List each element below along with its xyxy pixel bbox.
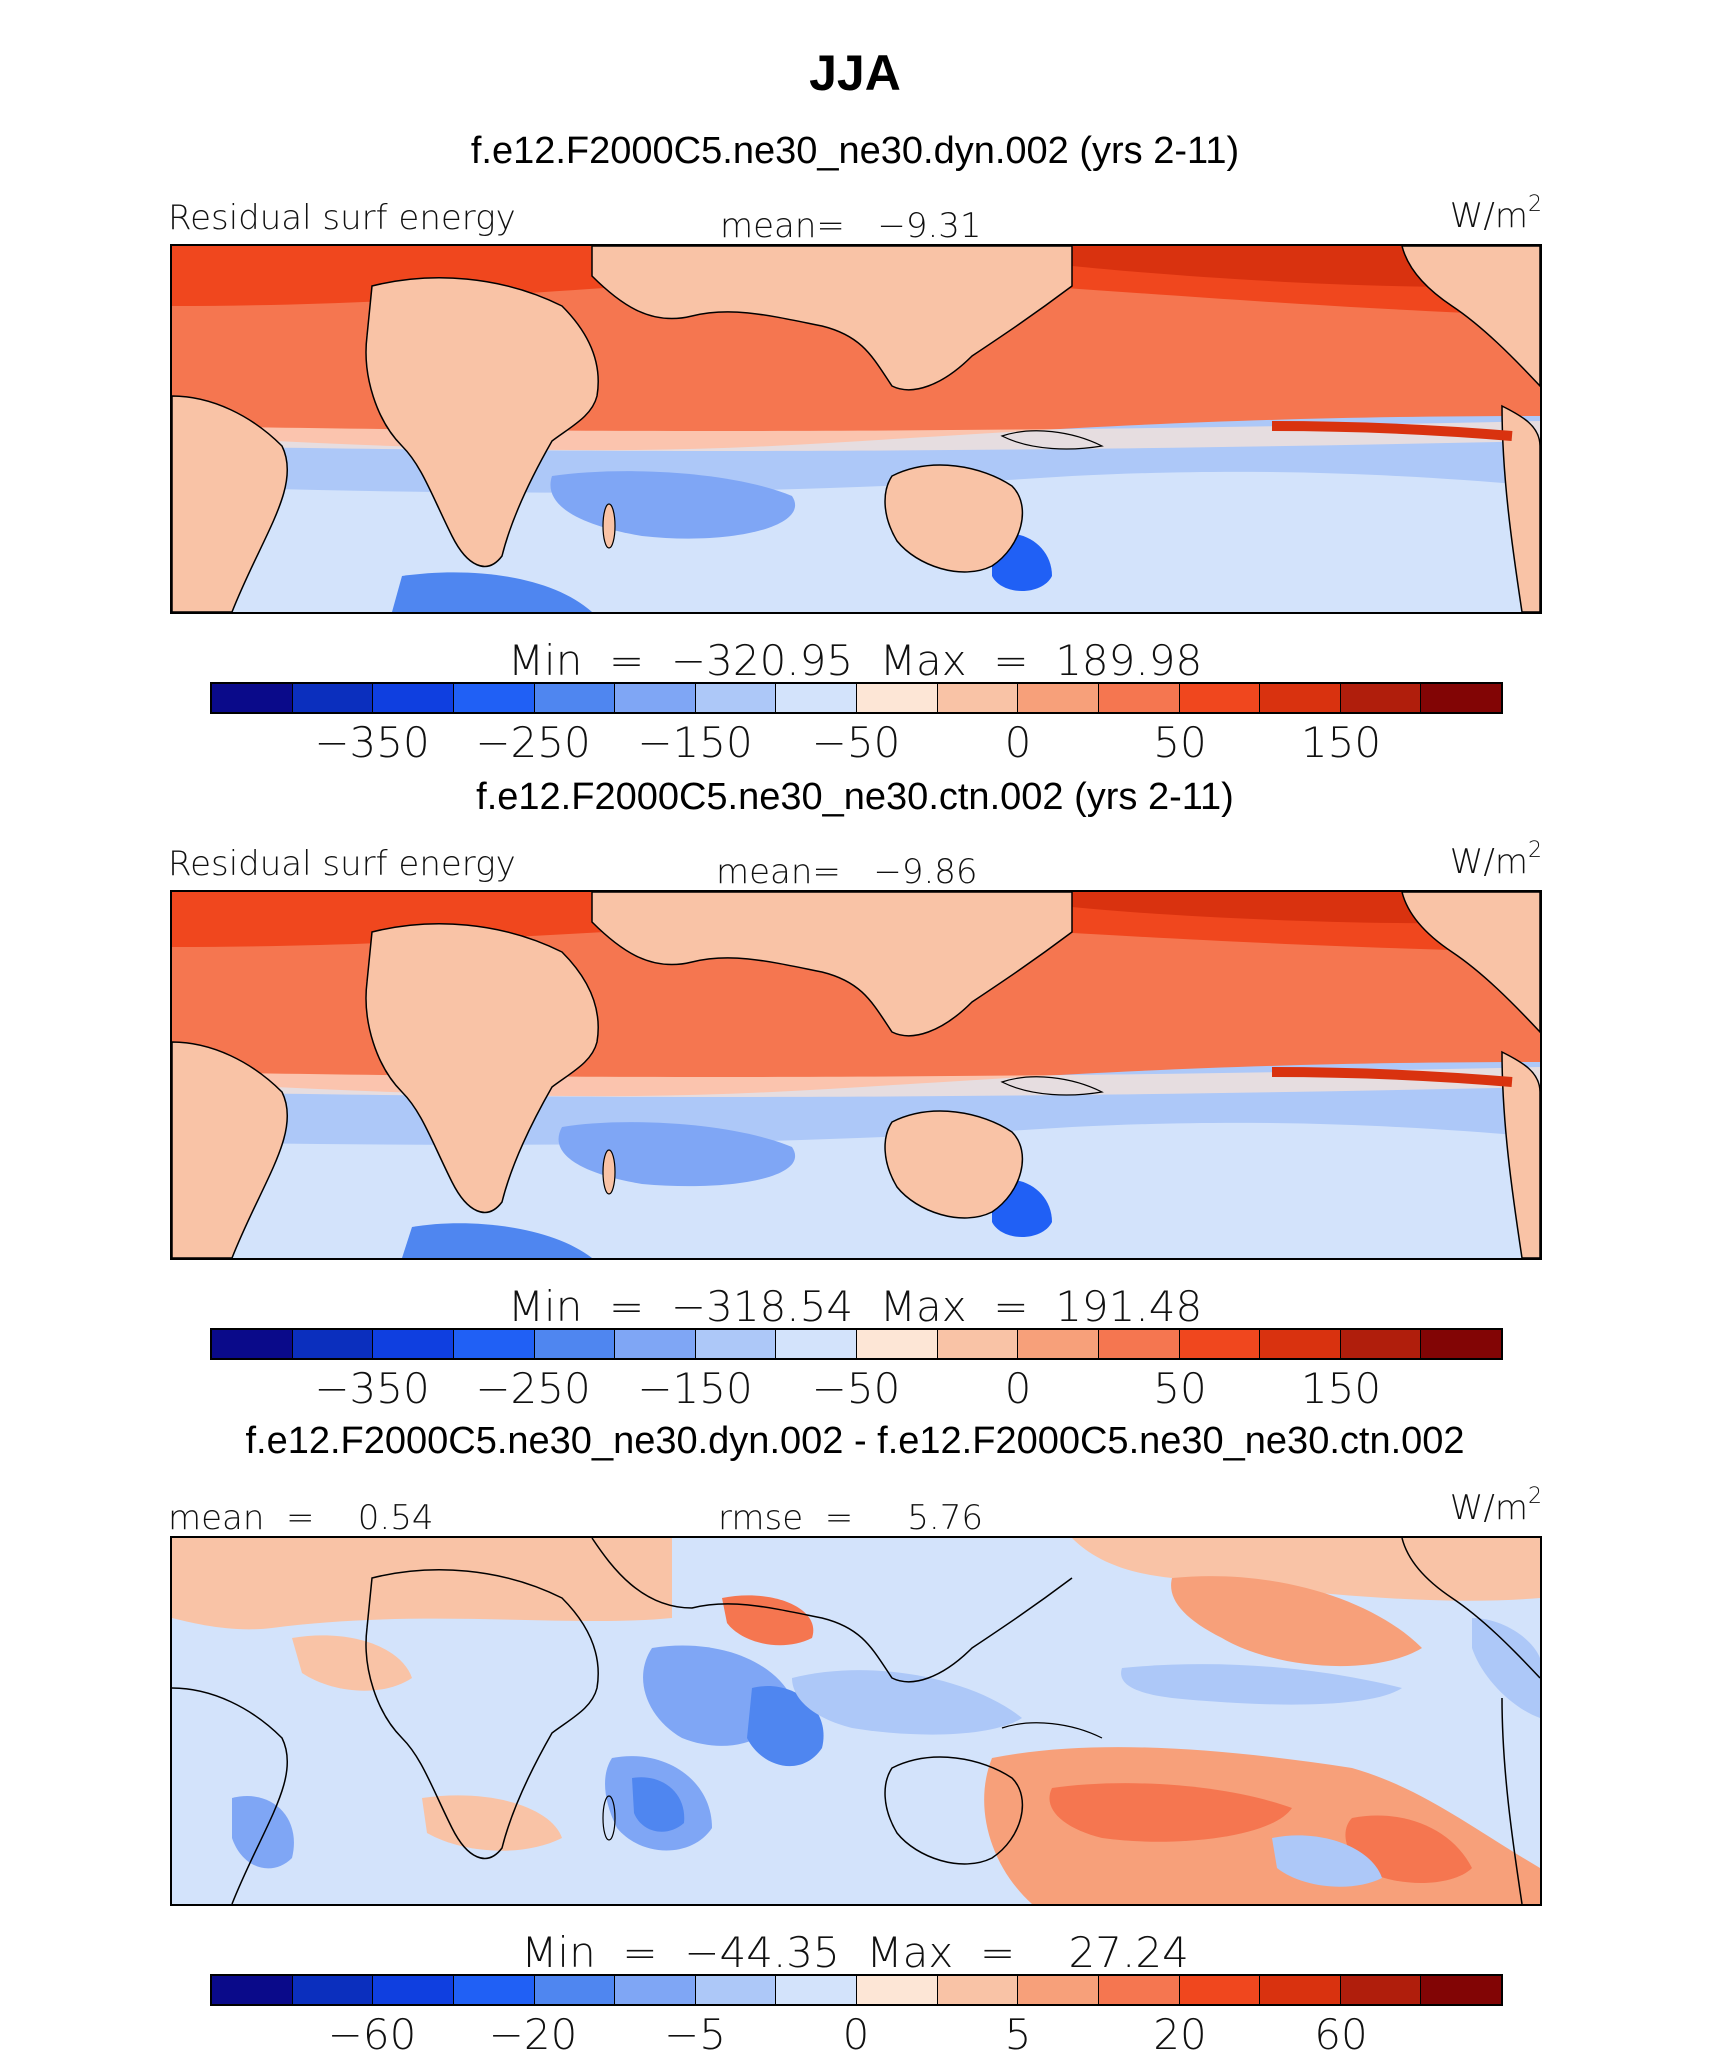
tick: −250 [475,718,591,767]
panel-2-colorbar-ticks: −350 −250 −150 −50 0 50 150 [0,1364,1710,1414]
panel-2-mean-label: mean= −9.86 [716,852,978,892]
panel-1-title: f.e12.F2000C5.ne30_ne30.dyn.002 (yrs 2-1… [470,130,1240,172]
colorbar-swatch [695,1976,777,2004]
panel-3-units: W/m2 [1449,1484,1542,1528]
tick: 5 [1004,2010,1032,2059]
colorbar-swatch [292,1976,374,2004]
tick: −50 [811,718,901,767]
tick: −20 [488,2010,578,2059]
tick: −250 [475,1364,591,1413]
colorbar-swatch [1421,1976,1501,2004]
panel-1-colorbar-ticks: −350 −250 −150 −50 0 50 150 [0,718,1710,768]
colorbar-swatch [615,684,696,712]
colorbar-swatch [1260,1330,1341,1358]
tick: 150 [1300,718,1382,767]
colorbar-swatch [857,1976,938,2004]
panel-3-colorbar [210,1974,1503,2006]
colorbar-swatch [937,1976,1019,2004]
colorbar-swatch [1340,684,1422,712]
colorbar-swatch [373,1976,454,2004]
colorbar-swatch [1179,1330,1261,1358]
panel-2-units: W/m2 [1449,838,1542,882]
panel-3-mean-label: mean = 0.54 [168,1498,434,1538]
colorbar-swatch [1098,684,1180,712]
colorbar-swatch [453,1330,535,1358]
colorbar-swatch [1260,1976,1341,2004]
colorbar-swatch [212,684,293,712]
colorbar-swatch [695,1330,777,1358]
tick: 0 [842,2010,870,2059]
colorbar-swatch [1260,684,1341,712]
colorbar-swatch [453,684,535,712]
tick: −5 [664,2010,726,2059]
colorbar-swatch [1340,1330,1422,1358]
colorbar-swatch [1018,1330,1099,1358]
panel-1-minmax: Min = −320.95 Max = 189.98 [507,636,1203,685]
tick: −350 [314,718,430,767]
colorbar-swatch [776,684,857,712]
panel-2-map [170,890,1542,1260]
tick: 0 [1004,1364,1032,1413]
colorbar-swatch [776,1330,857,1358]
panel-3-colorbar-ticks: −60 −20 −5 0 5 20 60 [0,2010,1710,2060]
colorbar-swatch [695,684,777,712]
colorbar-swatch [373,1330,454,1358]
colorbar-swatch [615,1330,696,1358]
colorbar-swatch [1098,1330,1180,1358]
colorbar-swatch [292,684,374,712]
colorbar-swatch [373,684,454,712]
colorbar-swatch [292,1330,374,1358]
colorbar-swatch [453,1976,535,2004]
colorbar-swatch [615,1976,696,2004]
colorbar-swatch [1179,1976,1261,2004]
panel-2-title: f.e12.F2000C5.ne30_ne30.ctn.002 (yrs 2-1… [476,776,1234,818]
tick: 20 [1153,2010,1207,2059]
tick: −150 [637,718,753,767]
colorbar-swatch [212,1976,293,2004]
tick: 60 [1314,2010,1368,2059]
colorbar-swatch [534,1330,616,1358]
colorbar-swatch [937,1330,1019,1358]
tick: 150 [1300,1364,1382,1413]
tick: −50 [811,1364,901,1413]
colorbar-swatch [534,1976,616,2004]
colorbar-swatch [212,1330,293,1358]
tick: −60 [327,2010,417,2059]
tick: −350 [314,1364,430,1413]
panel-2-colorbar [210,1328,1503,1360]
colorbar-swatch [937,684,1019,712]
panel-1-variable-label: Residual surf energy [168,198,516,238]
panel-3-minmax: Min = −44.35 Max = 27.24 [521,1928,1189,1977]
colorbar-swatch [1421,684,1501,712]
tick: 0 [1004,718,1032,767]
tick: 50 [1153,718,1207,767]
colorbar-swatch [1018,684,1099,712]
panel-1-map [170,244,1542,614]
colorbar-swatch [776,1976,857,2004]
figure-title: JJA [809,45,901,101]
colorbar-swatch [1179,684,1261,712]
tick: 50 [1153,1364,1207,1413]
colorbar-swatch [1421,1330,1501,1358]
colorbar-swatch [857,1330,938,1358]
colorbar-swatch [1098,1976,1180,2004]
panel-3-title: f.e12.F2000C5.ne30_ne30.dyn.002 - f.e12.… [245,1420,1465,1462]
colorbar-swatch [1340,1976,1422,2004]
tick: −150 [637,1364,753,1413]
colorbar-swatch [534,684,616,712]
panel-1-colorbar [210,682,1503,714]
panel-2-minmax: Min = −318.54 Max = 191.48 [507,1282,1203,1331]
colorbar-swatch [1018,1976,1099,2004]
panel-2-variable-label: Residual surf energy [168,844,516,884]
panel-3-rmse-label: rmse = 5.76 [718,1498,983,1538]
panel-3-map [170,1536,1542,1906]
panel-1-units: W/m2 [1449,192,1542,236]
panel-1-mean-label: mean= −9.31 [720,206,982,246]
colorbar-swatch [857,684,938,712]
